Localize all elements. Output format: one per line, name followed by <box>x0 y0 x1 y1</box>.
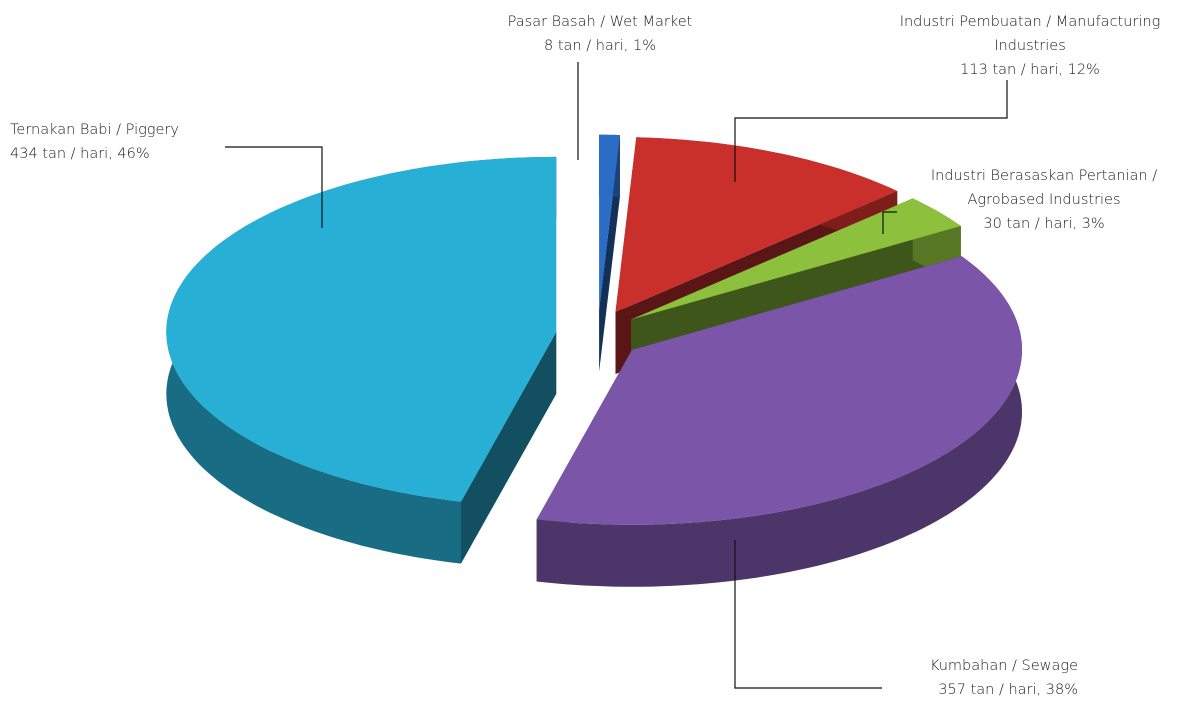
slice-label: Industri Pembuatan / Manufacturing Indus… <box>880 10 1180 82</box>
value-label: 8 tan / hari, 1% <box>544 38 656 54</box>
slice-top <box>536 256 1022 525</box>
leader-line <box>734 80 1008 182</box>
slice-label: Kumbahan / Sewage 357 tan / hari, 38% <box>850 654 1078 702</box>
slice <box>166 156 557 564</box>
slice-top <box>599 134 620 310</box>
category-name: Kumbahan / Sewage <box>929 658 1078 674</box>
category-name: Industri Berasaskan Pertanian / Agrobase… <box>930 168 1158 208</box>
value-label: 434 tan / hari, 46% <box>10 146 150 162</box>
category-name: Industri Pembuatan / Manufacturing Indus… <box>899 14 1161 54</box>
leader-line <box>225 146 323 228</box>
category-name: Ternakan Babi / Piggery <box>10 122 179 138</box>
leader-line <box>734 540 882 689</box>
category-name: Pasar Basah / Wet Market <box>507 14 693 30</box>
slice-wall <box>536 256 1022 587</box>
slice <box>599 134 620 372</box>
slice-label: Pasar Basah / Wet Market 8 tan / hari, 1% <box>470 10 730 58</box>
slice-label: Ternakan Babi / Piggery 434 tan / hari, 4… <box>10 118 240 166</box>
value-label: 113 tan / hari, 12% <box>960 62 1100 78</box>
leader-line <box>882 211 897 234</box>
slice-label: Industri Berasaskan Pertanian / Agrobase… <box>905 164 1183 236</box>
slice <box>536 256 1022 587</box>
slice-face <box>461 331 557 564</box>
value-label: 357 tan / hari, 38% <box>938 682 1078 698</box>
slice-top <box>615 137 898 313</box>
value-label: 30 tan / hari, 3% <box>983 216 1105 232</box>
slice-top <box>631 198 961 320</box>
slice-top <box>166 156 557 502</box>
